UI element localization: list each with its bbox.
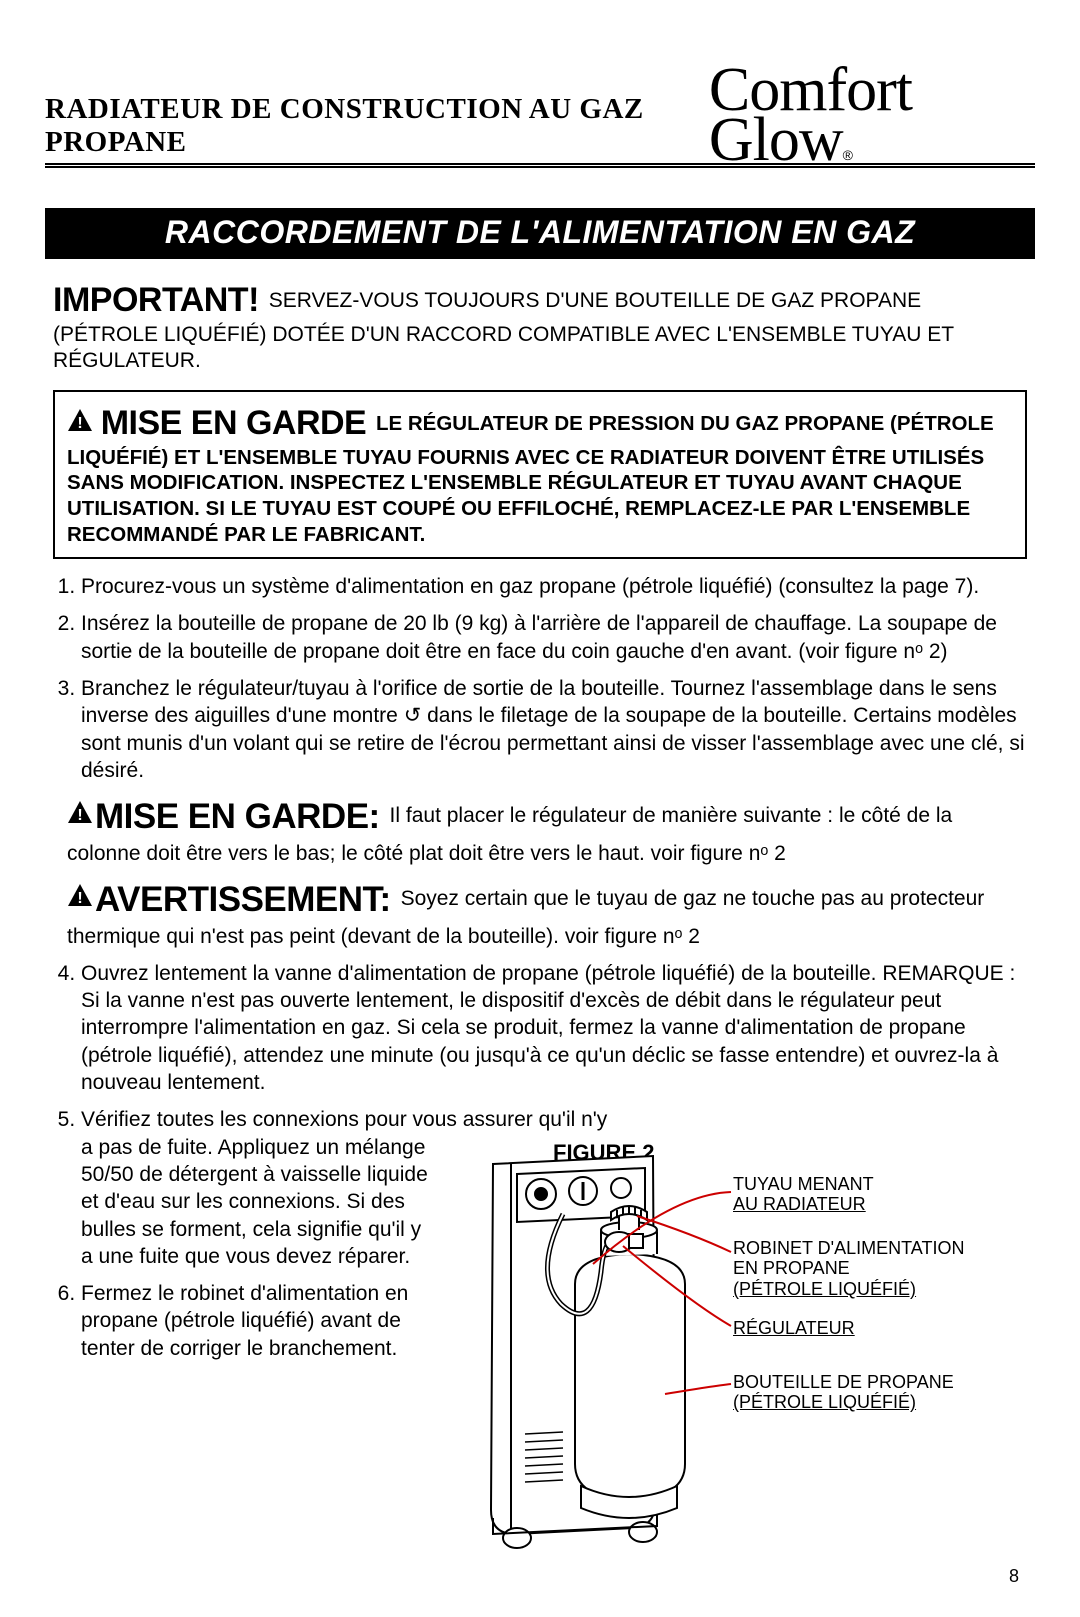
svg-text:!: ! bbox=[77, 415, 82, 432]
brand-text: Comfort Glow bbox=[709, 56, 912, 174]
warning-triangle-icon: ! bbox=[67, 883, 93, 914]
page: RADIATEUR DE CONSTRUCTION AU GAZ PROPANE… bbox=[0, 0, 1080, 1617]
warning-box-label: MISE EN GARDE bbox=[101, 404, 367, 442]
callout-regulator: RÉGULATEUR bbox=[733, 1318, 855, 1339]
callout-cylinder: BOUTEILLE DE PROPANE (PÉTROLE LIQUÉFIÉ) bbox=[733, 1372, 954, 1413]
callout-hose: TUYAU MENANT AU RADIATEUR bbox=[733, 1174, 874, 1215]
step-5a: Vérifiez toutes les connexions pour vous… bbox=[81, 1106, 1027, 1133]
step-4: Ouvrez lentement la vanne d'alimentation… bbox=[81, 960, 1027, 1096]
avertissement-row: ! AVERTISSEMENT: Soyez certain que le tu… bbox=[67, 877, 1027, 950]
registered-mark: ® bbox=[843, 147, 852, 163]
warning-triangle-icon: ! bbox=[67, 800, 93, 831]
section-title-bar: RACCORDEMENT DE L'ALIMENTATION EN GAZ bbox=[45, 208, 1035, 259]
brand-logo: Comfort Glow® bbox=[709, 66, 1035, 165]
svg-text:!: ! bbox=[77, 807, 82, 824]
avertissement-label: AVERTISSEMENT: bbox=[95, 880, 391, 919]
page-header: RADIATEUR DE CONSTRUCTION AU GAZ PROPANE… bbox=[45, 60, 1035, 168]
warning-triangle-icon: ! bbox=[67, 408, 93, 439]
steps-list-4: Ouvrez lentement la vanne d'alimentation… bbox=[53, 960, 1027, 1096]
svg-text:!: ! bbox=[77, 890, 82, 907]
important-paragraph: IMPORTANT! SERVEZ-VOUS TOUJOURS D'UNE BO… bbox=[53, 279, 1027, 374]
lower-section: a pas de fuite. Appliquez un mélange 50/… bbox=[53, 1134, 1027, 1564]
warning-box: ! MISE EN GARDE LE RÉGULATEUR DE PRESSIO… bbox=[53, 390, 1027, 559]
callout-valve: ROBINET D'ALIMENTATION EN PROPANE (PÉTRO… bbox=[733, 1238, 964, 1300]
mise-en-garde-row: ! MISE EN GARDE: Il faut placer le régul… bbox=[67, 794, 1027, 867]
mise-en-garde-label: MISE EN GARDE: bbox=[95, 797, 380, 836]
lower-text-column: a pas de fuite. Appliquez un mélange 50/… bbox=[53, 1134, 433, 1372]
page-number: 8 bbox=[45, 1566, 1035, 1587]
step-3: Branchez le régulateur/tuyau à l'orifice… bbox=[81, 675, 1027, 784]
step-6: Fermez le robinet d'alimentation en prop… bbox=[81, 1280, 433, 1362]
step-5b: a pas de fuite. Appliquez un mélange 50/… bbox=[53, 1134, 433, 1270]
steps-list-top: Procurez-vous un système d'alimentation … bbox=[53, 573, 1027, 784]
steps-list-5a: Vérifiez toutes les connexions pour vous… bbox=[53, 1106, 1027, 1133]
header-title: RADIATEUR DE CONSTRUCTION AU GAZ PROPANE bbox=[45, 93, 709, 159]
step-2: Insérez la bouteille de propane de 20 lb… bbox=[81, 610, 1027, 665]
figure-2: FIGURE 2 bbox=[433, 1134, 1027, 1564]
important-label: IMPORTANT! bbox=[53, 281, 259, 319]
step-1: Procurez-vous un système d'alimentation … bbox=[81, 573, 1027, 600]
